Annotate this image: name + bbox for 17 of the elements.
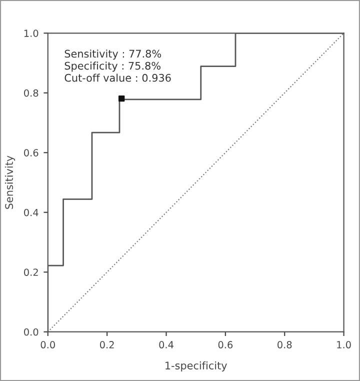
x-tick-label: 0.4 xyxy=(159,341,174,348)
annotation: Cut-off value : 0.936 xyxy=(64,74,171,82)
x-tick-label: 0.0 xyxy=(40,341,55,348)
y-tick-label: 0.4 xyxy=(24,208,38,216)
annotation: Specificity : 75.8% xyxy=(64,62,160,72)
y-tick-label: 0.8 xyxy=(24,89,38,97)
x-tick-label: 0.2 xyxy=(100,341,114,348)
y-axis-title: Sensitivity xyxy=(4,156,16,209)
x-tick-label: 0.6 xyxy=(218,341,233,348)
y-tick-label: 0.6 xyxy=(24,149,38,156)
y-tick-label: 1.0 xyxy=(24,30,38,37)
annotation: Sensitivity : 77.8% xyxy=(64,50,162,60)
y-tick-label: 0.0 xyxy=(24,328,38,336)
y-tick-label: 0.2 xyxy=(24,268,38,276)
x-tick-label: 1.0 xyxy=(337,341,351,348)
x-axis-title: 1-specificity xyxy=(166,361,227,372)
x-tick-label: 0.8 xyxy=(278,341,292,348)
